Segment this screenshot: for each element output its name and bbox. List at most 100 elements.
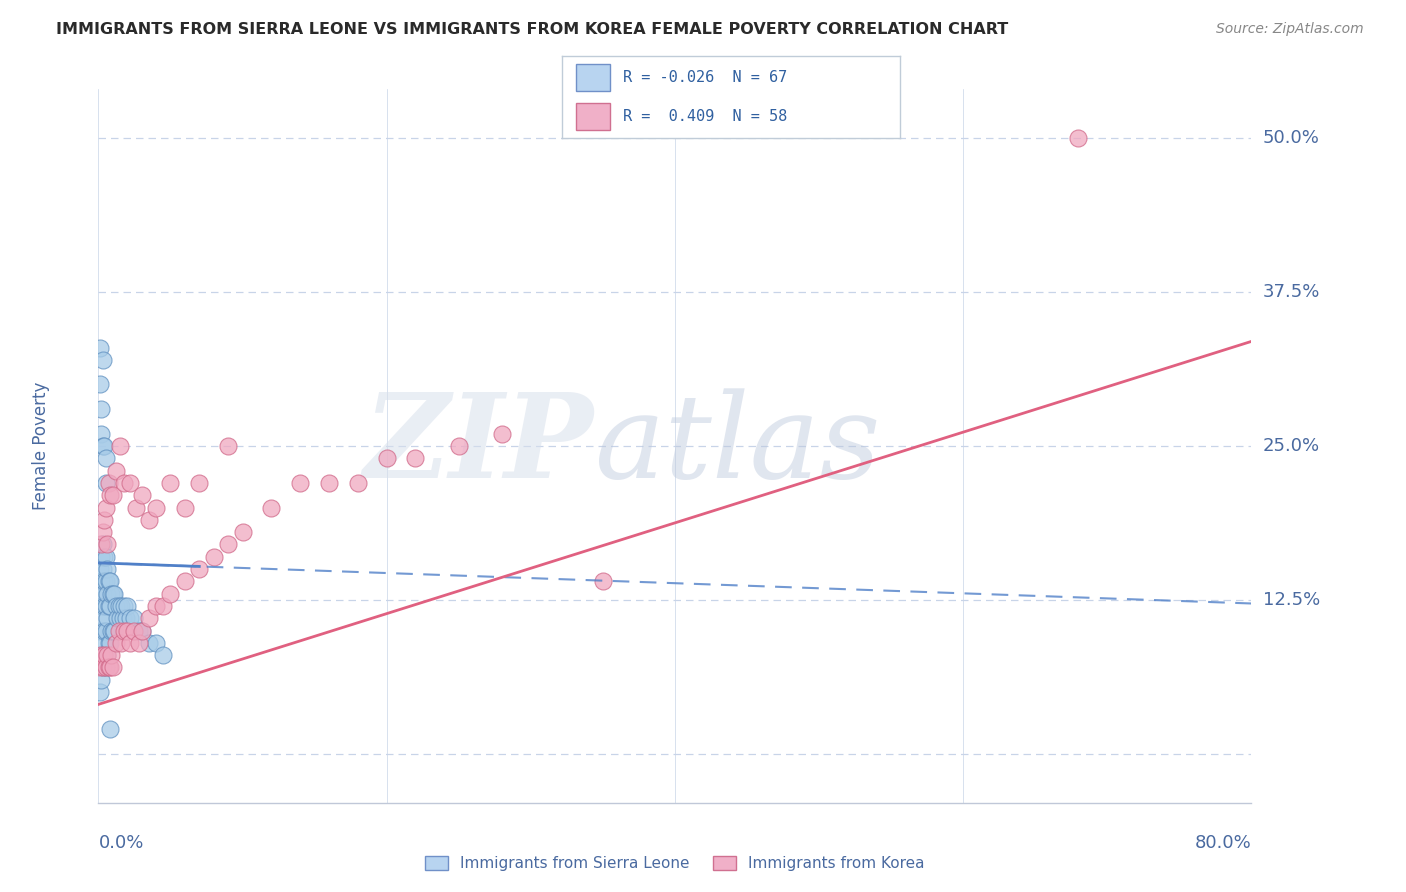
Point: [97, 636, 120, 650]
Point: [98, 636, 121, 650]
Text: 37.5%: 37.5%: [1263, 283, 1320, 301]
Legend: Immigrants from Sierra Leone, Immigrants from Korea: Immigrants from Sierra Leone, Immigrants…: [419, 849, 931, 877]
Point: [97, 574, 120, 589]
Point: [103, 624, 125, 638]
Point: [91, 611, 114, 625]
Point: [145, 636, 167, 650]
Point: [125, 500, 148, 515]
Point: [89, 341, 111, 355]
Point: [89, 660, 111, 674]
Point: [91, 587, 114, 601]
Point: [97, 599, 120, 613]
Point: [91, 439, 114, 453]
Point: [104, 599, 127, 613]
Point: [98, 599, 121, 613]
Text: Source: ZipAtlas.com: Source: ZipAtlas.com: [1216, 22, 1364, 37]
Point: [89, 685, 111, 699]
Point: [108, 611, 131, 625]
Point: [103, 587, 125, 601]
Point: [89, 624, 111, 638]
Point: [94, 660, 117, 674]
Point: [93, 599, 115, 613]
Point: [104, 636, 127, 650]
Point: [120, 636, 142, 650]
Point: [98, 660, 121, 674]
Point: [405, 451, 427, 466]
Text: R =  0.409  N = 58: R = 0.409 N = 58: [623, 109, 787, 124]
Point: [94, 624, 117, 638]
Text: 50.0%: 50.0%: [1263, 129, 1320, 147]
Point: [131, 624, 153, 638]
Point: [159, 475, 181, 490]
Point: [124, 624, 146, 638]
Point: [159, 587, 181, 601]
Text: atlas: atlas: [595, 389, 880, 503]
Point: [114, 611, 136, 625]
Point: [94, 451, 117, 466]
Point: [96, 648, 118, 662]
Bar: [576, 103, 610, 130]
Point: [100, 587, 122, 601]
Point: [131, 488, 153, 502]
Point: [107, 624, 129, 638]
Point: [152, 599, 174, 613]
Point: [100, 648, 122, 662]
Point: [93, 439, 115, 453]
Point: [94, 599, 117, 613]
Point: [97, 475, 120, 490]
Point: [101, 624, 124, 638]
Point: [94, 549, 117, 564]
Point: [90, 537, 112, 551]
Point: [120, 475, 142, 490]
Point: [90, 402, 112, 417]
Point: [91, 660, 114, 674]
Point: [375, 451, 398, 466]
Point: [1067, 131, 1090, 145]
Point: [89, 587, 111, 601]
Point: [152, 648, 174, 662]
Point: [93, 624, 115, 638]
Point: [491, 426, 513, 441]
Point: [128, 624, 150, 638]
Point: [101, 660, 124, 674]
Point: [112, 624, 135, 638]
Point: [98, 574, 121, 589]
Point: [217, 537, 239, 551]
Point: [174, 574, 197, 589]
Point: [97, 660, 120, 674]
Point: [90, 426, 112, 441]
Point: [93, 648, 115, 662]
Text: 0.0%: 0.0%: [98, 833, 143, 852]
Point: [592, 574, 614, 589]
Point: [90, 574, 112, 589]
Point: [91, 562, 114, 576]
Text: 25.0%: 25.0%: [1263, 437, 1320, 455]
Point: [93, 648, 115, 662]
Point: [124, 611, 146, 625]
Point: [101, 488, 124, 502]
Point: [138, 513, 160, 527]
Text: Female Poverty: Female Poverty: [32, 382, 49, 510]
Point: [138, 636, 160, 650]
Point: [188, 562, 211, 576]
Point: [117, 624, 138, 638]
Point: [91, 537, 114, 551]
Text: 80.0%: 80.0%: [1195, 833, 1251, 852]
Point: [96, 648, 118, 662]
Point: [94, 660, 117, 674]
Point: [91, 352, 114, 367]
Point: [94, 574, 117, 589]
Point: [98, 488, 121, 502]
Point: [231, 525, 254, 540]
Point: [90, 673, 112, 687]
Point: [105, 611, 128, 625]
Point: [91, 636, 114, 650]
Text: IMMIGRANTS FROM SIERRA LEONE VS IMMIGRANTS FROM KOREA FEMALE POVERTY CORRELATION: IMMIGRANTS FROM SIERRA LEONE VS IMMIGRAN…: [56, 22, 1008, 37]
Point: [91, 525, 114, 540]
Point: [110, 636, 132, 650]
Point: [290, 475, 312, 490]
Point: [260, 500, 283, 515]
Point: [91, 660, 114, 674]
Point: [94, 500, 117, 515]
Text: R = -0.026  N = 67: R = -0.026 N = 67: [623, 70, 787, 86]
